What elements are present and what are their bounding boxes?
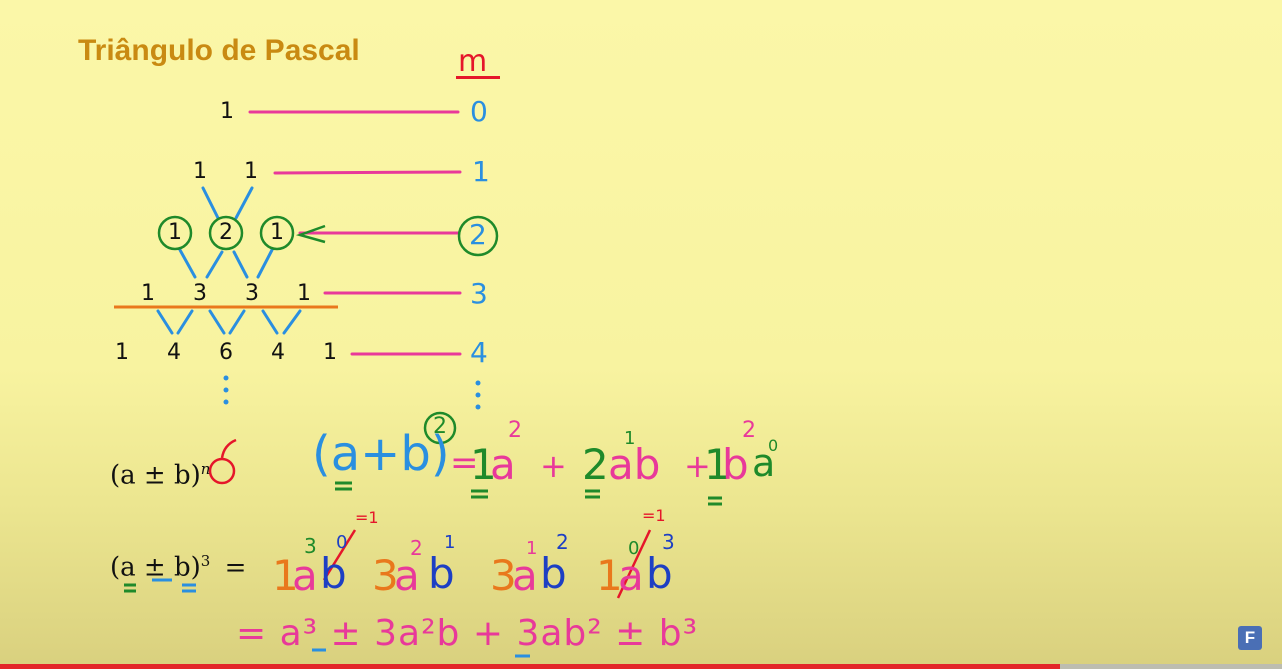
level-3: 3 <box>470 277 488 310</box>
row-3-value: 3 <box>193 281 207 306</box>
exp-circle <box>423 411 457 445</box>
formula-general: (a ± b)n <box>110 460 211 491</box>
level-0: 0 <box>470 95 488 128</box>
row-3-value: 1 <box>297 281 311 306</box>
square-lhs: (a+b) <box>312 426 450 482</box>
n-circle <box>208 457 236 485</box>
term-2-sign: + <box>684 447 711 485</box>
term-3-exp: 2 <box>742 418 756 443</box>
term-1-coef: 1 <box>470 440 497 489</box>
cube-result: = a³ ± 3a²b + 3ab² ± b³ <box>236 613 699 654</box>
term-1-sign: + <box>540 447 567 485</box>
row-4-value: 4 <box>271 340 285 365</box>
channel-logo[interactable]: F <box>1238 626 1262 650</box>
progress-bar-remaining[interactable] <box>1060 664 1282 669</box>
term-2-var: ab <box>608 440 661 489</box>
term-3-exp2: 0 <box>768 436 779 455</box>
term-1-var: a <box>490 440 516 489</box>
row-1-value: 1 <box>244 159 258 184</box>
pascal-diagonals <box>156 186 302 335</box>
term-2-coef: 2 <box>582 440 609 489</box>
strike-marks <box>322 529 652 599</box>
page-title: Triângulo de Pascal <box>78 34 360 67</box>
row-4-value: 1 <box>323 340 337 365</box>
row-0-value: 1 <box>220 99 234 124</box>
level-4: 4 <box>470 336 488 369</box>
continuation-dots <box>223 375 481 410</box>
square-eq: = <box>450 443 479 483</box>
row-4-value: 1 <box>115 340 129 365</box>
row-1-value: 1 <box>193 159 207 184</box>
level-1: 1 <box>472 155 490 188</box>
row-2-value: 2 <box>219 220 233 245</box>
term-3-coef: 1 <box>704 440 731 489</box>
row-3-value: 3 <box>245 281 259 306</box>
row-2-value: 1 <box>168 220 182 245</box>
m-label-underline <box>456 76 500 79</box>
row-2-value: 1 <box>270 220 284 245</box>
progress-bar-played[interactable] <box>0 664 1060 669</box>
row-4-value: 6 <box>219 340 233 365</box>
term-1-exp: 2 <box>508 418 522 443</box>
row-4-value: 4 <box>167 340 181 365</box>
formula-cube: (a ± b)3 = <box>110 552 247 583</box>
row-1-connector <box>273 170 462 175</box>
row-3-value: 1 <box>141 281 155 306</box>
term-3-var: b <box>722 440 749 489</box>
m-label: m <box>458 44 488 79</box>
level-2: 2 <box>469 218 487 251</box>
square-exp: 2 <box>433 414 447 439</box>
row-2-circles <box>157 215 499 257</box>
term-3-var2: a <box>752 441 776 485</box>
term-2-exp: 1 <box>624 428 636 449</box>
